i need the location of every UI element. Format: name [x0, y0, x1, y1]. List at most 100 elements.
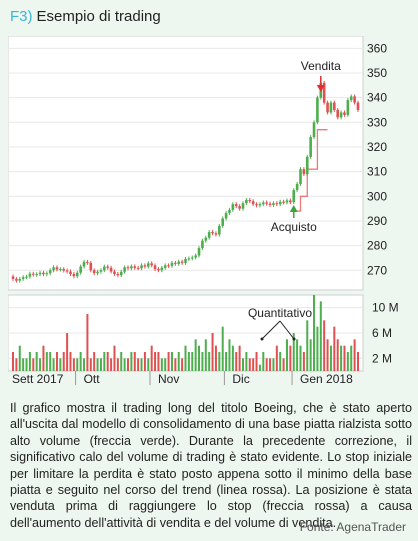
candle: [329, 100, 333, 115]
candle-body: [326, 102, 329, 113]
candle: [59, 267, 62, 272]
candle-body: [272, 203, 275, 205]
volume-bar: [248, 358, 251, 371]
candle: [245, 198, 248, 206]
volume-bar: [204, 339, 207, 371]
candle-body: [130, 266, 133, 269]
volume-bar: [83, 358, 86, 371]
volume-bar: [353, 339, 356, 371]
candle: [234, 202, 238, 209]
volume-bar: [329, 345, 332, 371]
candle-body: [153, 265, 157, 270]
figure-caption: Il grafico mostra il trading long del ti…: [10, 401, 412, 530]
candle: [272, 201, 275, 207]
candle: [140, 263, 143, 271]
candle-body: [261, 202, 265, 205]
candle: [228, 207, 231, 216]
candle: [201, 238, 204, 251]
volume-bar: [275, 345, 278, 371]
volume-bar: [262, 352, 265, 371]
volume-tick-label: 10 M: [372, 301, 399, 315]
candle: [268, 201, 272, 207]
sell-arrow-head: [316, 85, 325, 92]
candle-body: [231, 204, 235, 210]
candle-body: [96, 271, 99, 274]
volume-bar: [110, 358, 113, 371]
candle-body: [333, 102, 336, 110]
volume-annotation-arrow-tip: [260, 337, 264, 341]
candle-body: [285, 200, 289, 203]
price-tick-label: 310: [367, 165, 387, 179]
volume-bar: [302, 352, 305, 371]
price-panel: [8, 36, 364, 291]
trading-chart: 270 280 290 300 310 320 330 340 350 360 2 M 6 M 10 M…: [8, 36, 399, 386]
candle: [153, 263, 157, 272]
candle: [157, 267, 160, 273]
volume-bar: [79, 352, 82, 371]
candle: [322, 80, 326, 105]
candle-body: [89, 262, 93, 271]
candle: [62, 267, 66, 273]
volume-bar: [228, 339, 231, 371]
candle-body: [48, 270, 52, 274]
candle: [52, 265, 55, 273]
volume-bar: [231, 345, 234, 371]
volume-annotation-arrow: [261, 320, 281, 340]
volume-bar: [333, 326, 336, 371]
volume-bar: [96, 358, 99, 371]
stop-line: [293, 129, 328, 212]
candle-body: [103, 266, 106, 271]
candle-body: [146, 263, 150, 267]
candle-body: [184, 258, 187, 263]
candle-body: [99, 270, 103, 272]
volume-bar: [52, 358, 55, 371]
candle-body: [336, 109, 340, 118]
volume-bar: [130, 352, 133, 371]
candle-body: [136, 267, 140, 269]
candle-body: [28, 273, 32, 277]
candle: [356, 100, 360, 112]
volume-bar: [127, 358, 129, 371]
candle: [258, 202, 262, 208]
candle-body: [160, 267, 164, 271]
candle: [48, 268, 52, 276]
candle-body: [322, 82, 326, 103]
candle-body: [11, 276, 15, 279]
figure-title-text: Esempio di trading: [36, 8, 161, 25]
volume-bar: [242, 358, 244, 371]
candle-body: [45, 273, 49, 275]
candle-body: [119, 271, 123, 276]
candle: [72, 271, 76, 279]
candle-body: [116, 273, 120, 276]
volume-bar: [316, 326, 319, 371]
candle: [170, 260, 174, 268]
price-tick-label: 320: [367, 140, 387, 154]
candle: [316, 95, 319, 125]
volume-bar: [238, 345, 241, 371]
candle: [221, 216, 225, 228]
volume-bar: [22, 358, 25, 371]
candle-body: [316, 97, 319, 123]
candle: [174, 260, 177, 266]
volume-bar: [184, 345, 187, 371]
candle: [167, 263, 170, 268]
candle: [45, 271, 49, 277]
volume-bar: [309, 339, 312, 371]
volume-bar: [252, 358, 255, 371]
volume-bar: [62, 352, 65, 371]
volume-bar: [174, 358, 177, 371]
volume-bar: [133, 352, 136, 371]
price-tick-label: 350: [367, 66, 387, 80]
candle: [194, 253, 197, 260]
figure-source: Fonte: AgenaTrader: [299, 520, 406, 534]
volume-bar: [15, 358, 18, 371]
volume-bar: [93, 352, 96, 371]
candle: [211, 230, 214, 236]
candle: [38, 270, 42, 277]
candle: [103, 264, 106, 273]
candle-body: [265, 202, 268, 204]
candle: [224, 211, 228, 221]
candle: [86, 259, 89, 265]
price-tick-label: 330: [367, 115, 387, 129]
candle-body: [201, 240, 204, 249]
